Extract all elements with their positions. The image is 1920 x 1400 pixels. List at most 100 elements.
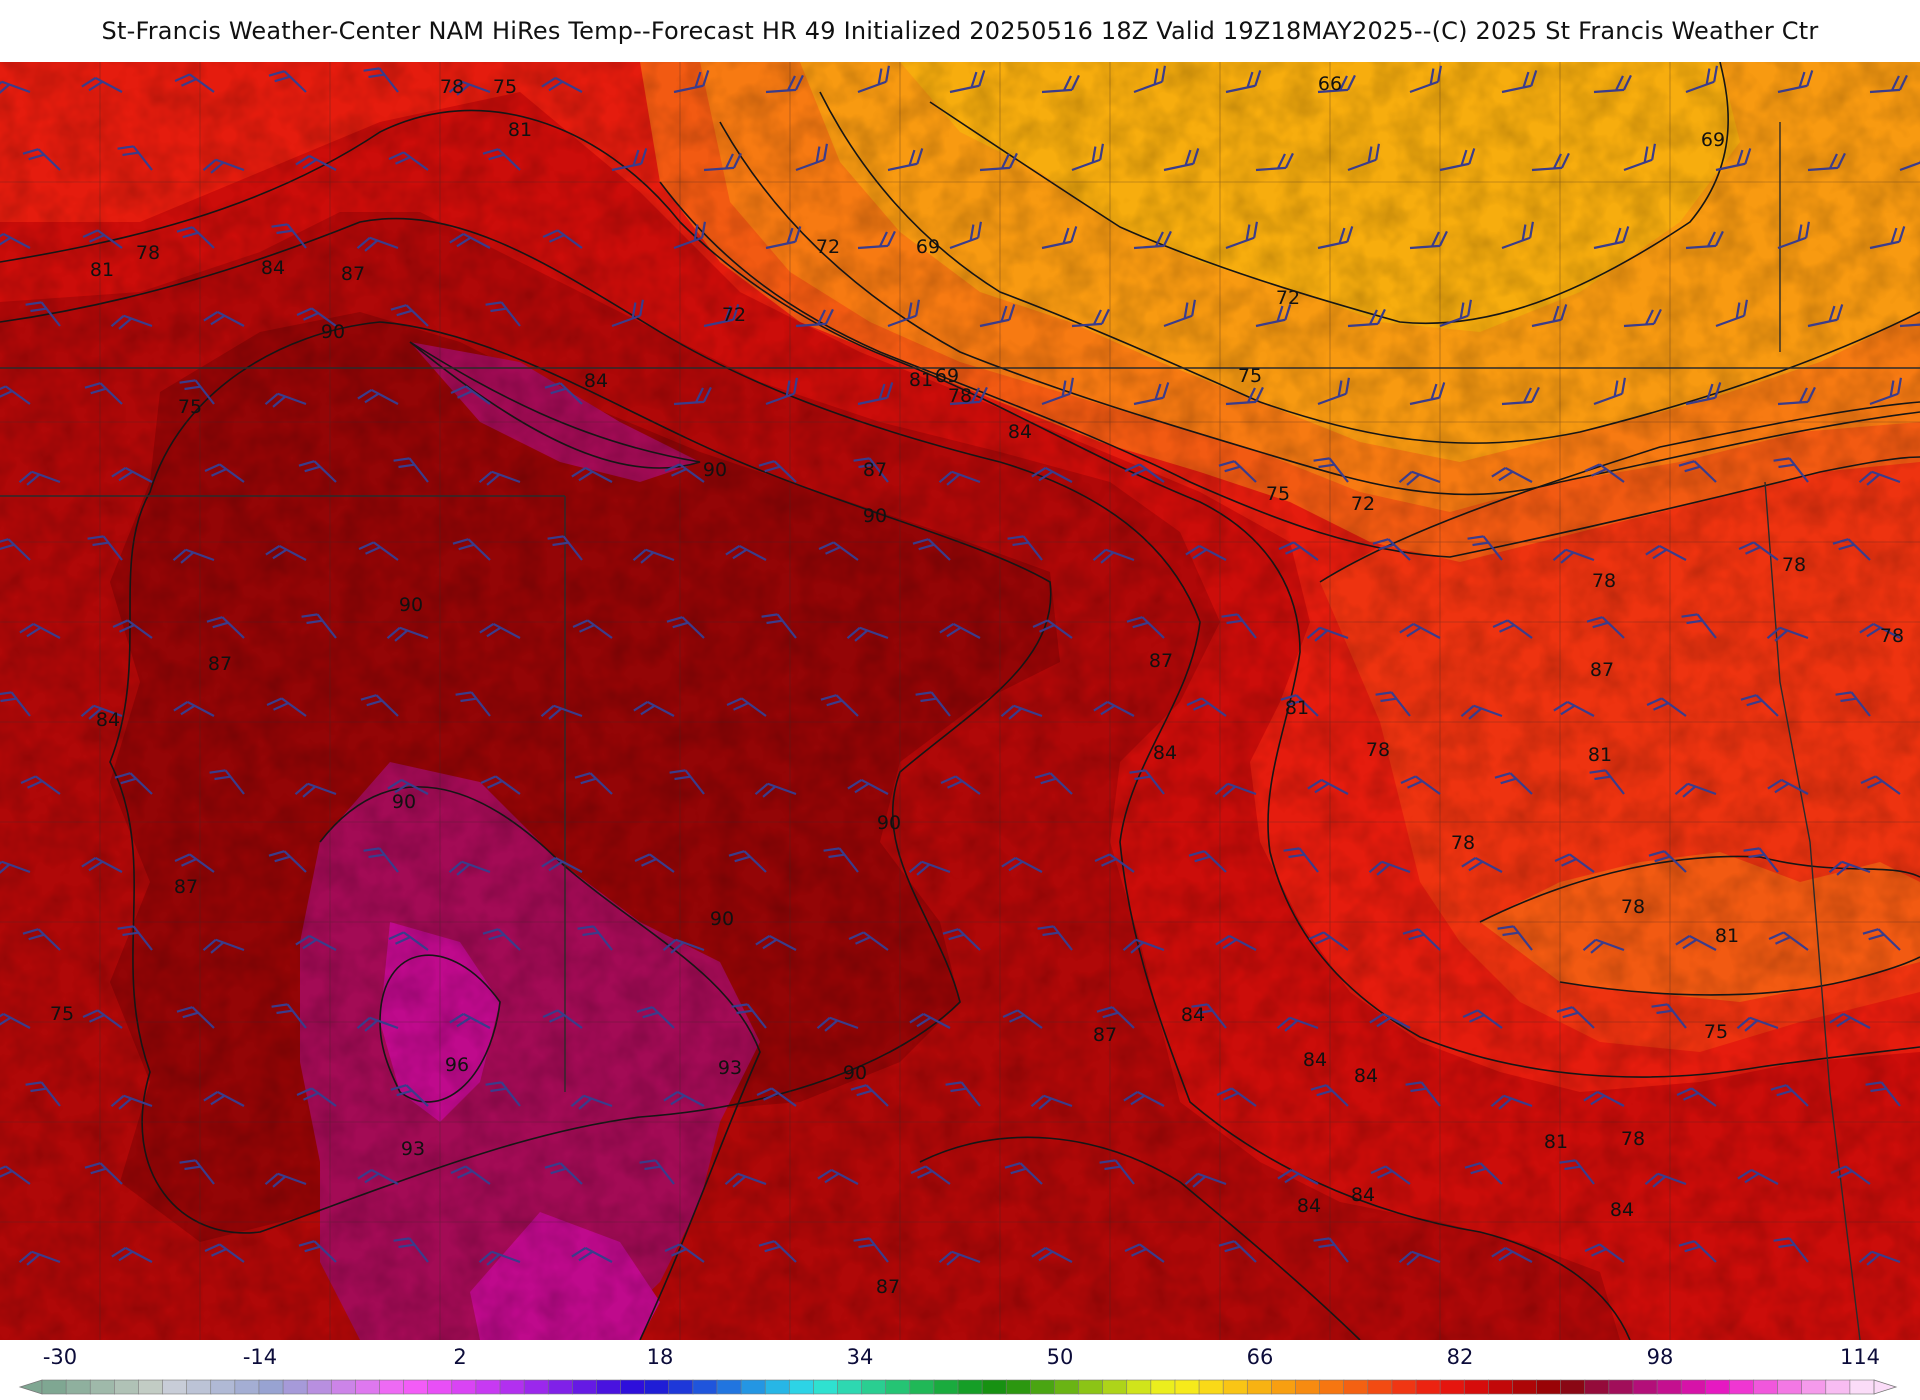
wind-barb [1675,934,1717,951]
wind-barb-shaft [1031,466,1073,483]
wind-barb-shaft [1001,856,1043,873]
wind-barb-shaft [1133,65,1167,94]
wind-barb [795,143,829,172]
wind-barb [356,236,399,252]
wind-barb [1317,74,1356,94]
wind-barb-shaft [1461,856,1503,873]
wind-barb [450,1165,491,1185]
wind-barb [112,619,153,639]
wind-barb [574,772,613,795]
wind-barb [0,232,31,249]
colorbar-swatch [1271,1379,1297,1395]
wind-barb [1191,1003,1227,1029]
colorbar-swatch [1512,1379,1538,1395]
colorbar-swatch [306,1379,332,1395]
wind-barb-shaft [111,466,153,483]
wind-barb [1858,1250,1901,1266]
colorbar-swatch [1584,1379,1610,1395]
wind-barb-shaft [1123,1090,1165,1107]
wind-barb [1031,1246,1073,1263]
wind-barb [482,148,521,171]
colorbar-swatch [1102,1379,1128,1395]
contour-label: 84 [1181,1004,1205,1026]
wind-barb [1221,613,1257,639]
wind-barb [172,548,215,564]
wind-barb [1255,304,1292,328]
wind-barb-shaft [669,769,705,795]
wind-barb-shaft [540,704,583,720]
wind-barb-shaft [485,301,521,327]
wind-barb-shaft [541,76,583,93]
wind-barb [1835,691,1871,717]
wind-barb [663,1090,705,1107]
wind-barb-shaft [1221,613,1257,639]
wind-barb-shaft [1678,460,1717,483]
wind-barb-shaft [1460,704,1503,720]
wind-barb [1858,470,1901,486]
wind-barb-shaft [939,622,981,639]
colorbar-tick: -30 [43,1345,77,1369]
wind-barb-shaft [673,221,707,250]
colorbar-swatch [41,1379,67,1395]
wind-barb [761,613,797,639]
wind-barb-shaft [848,931,889,951]
wind-barb-shaft [1828,860,1871,876]
wind-barb-shaft [25,1081,61,1107]
colorbar-swatch [596,1379,622,1395]
wind-barb [1369,1012,1411,1029]
wind-barb [82,229,123,249]
wind-barb [301,613,337,639]
colorbar-swatch [1126,1379,1152,1395]
wind-barb-shaft [542,1009,583,1029]
wind-barb-shaft [1715,299,1749,328]
wind-barb-shaft [765,377,799,406]
colorbar-tick-labels: -30 -14 2 18 34 50 66 82 98 114 [43,1345,1880,1369]
wind-barb [1093,700,1135,717]
wind-barb [1439,148,1476,172]
wind-barb-shaft [271,1003,307,1029]
colorbar-swatch [1367,1379,1393,1395]
wind-barb-shaft [1409,230,1448,250]
wind-barb-shaft [482,928,521,951]
wind-barb-shaft [1835,691,1871,717]
wind-barb-shaft [673,70,710,94]
wind-barb [0,860,31,876]
wind-barb-shaft [295,154,337,171]
wind-barb [179,379,215,405]
wind-barb [1280,694,1319,717]
wind-barb [857,230,896,250]
contour-label: 87 [341,263,365,285]
wind-barb-shaft [1899,143,1920,172]
wind-barb [857,65,891,94]
wind-barb-shaft [1398,470,1441,486]
wind-barb [449,1012,491,1029]
wind-barb-shaft [908,860,951,876]
wind-barb [111,466,153,483]
wind-barb-shaft [1071,143,1105,172]
wind-barb [450,385,491,405]
wind-barb-shaft [452,538,491,561]
wind-barb-shaft [81,76,123,93]
wind-barb-shaft [1830,1165,1871,1185]
wind-barb [479,622,521,639]
wind-barb-shaft [111,1246,153,1263]
wind-barb-shaft [0,1165,31,1185]
wind-barb [979,152,1018,172]
wind-barb [1768,931,1809,951]
colorbar-swatch [788,1379,815,1395]
wind-barb [271,1003,307,1029]
colorbar-swatch [861,1379,887,1395]
wind-barb-shaft [1552,548,1595,564]
wind-barb-shaft [1409,65,1443,94]
wind-barb [20,775,61,795]
wind-barb-shaft [448,80,491,96]
wind-barb [846,626,889,642]
wind-barb-shaft [761,613,797,639]
colorbar-swatch [379,1379,405,1395]
wind-barb [703,304,740,328]
contour-label: 78 [1366,739,1390,761]
wind-barb [390,1084,429,1107]
colorbar-swatch [210,1379,236,1395]
wind-barb [1552,548,1595,564]
wind-barb-shaft [478,1250,521,1266]
